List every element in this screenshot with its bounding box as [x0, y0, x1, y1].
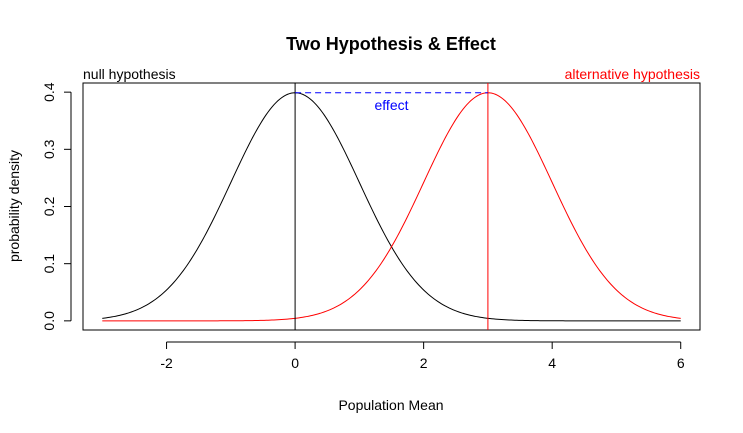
x-tick-label: 2 — [420, 355, 428, 371]
x-tick-label: -2 — [160, 355, 173, 371]
y-tick-label: 0.4 — [41, 82, 57, 102]
effect-label: effect — [375, 97, 409, 113]
chart-title: Two Hypothesis & Effect — [286, 34, 496, 54]
null-hypothesis-label: null hypothesis — [83, 66, 176, 82]
x-tick-label: 4 — [548, 355, 556, 371]
y-axis-label: probability density — [6, 150, 22, 262]
x-axis-label: Population Mean — [338, 397, 443, 413]
y-tick-label: 0.2 — [41, 197, 57, 217]
y-tick-label: 0.3 — [41, 139, 57, 159]
x-tick-label: 6 — [677, 355, 685, 371]
y-tick-label: 0.1 — [41, 254, 57, 274]
plot-area: -2 0 2 4 6 0.0 0.1 0.2 0.3 0.4 effect — [41, 82, 701, 371]
alternative-hypothesis-curve — [102, 92, 681, 322]
plot-frame — [82, 82, 701, 331]
x-tick-label: 0 — [291, 355, 299, 371]
alternative-hypothesis-label: alternative hypothesis — [565, 66, 700, 82]
null-hypothesis-curve — [102, 92, 681, 322]
y-tick-label: 0.0 — [41, 311, 57, 331]
